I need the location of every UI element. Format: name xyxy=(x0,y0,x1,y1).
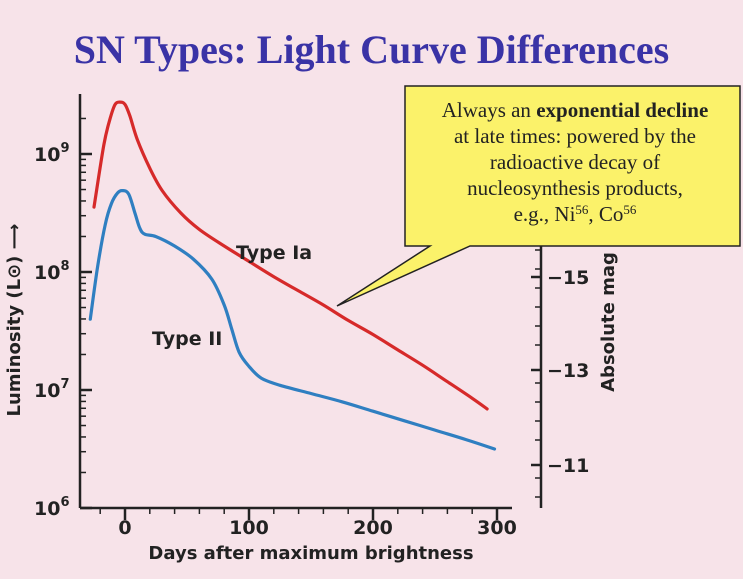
slide-title: SN Types: Light Curve Differences xyxy=(73,27,670,72)
callout-line-1: Always an exponential decline xyxy=(409,97,741,123)
right-axis-ticks: −11 −13 −15 xyxy=(531,249,589,498)
right-axis-tick-label: −15 xyxy=(547,267,589,289)
callout-text: Always an exponential decline at late ti… xyxy=(409,97,741,227)
x-minor-ticks xyxy=(99,508,473,514)
y-tick-label: 106 xyxy=(34,495,70,520)
co-mass-number: 56 xyxy=(623,202,637,217)
callout-ni-text: e.g., Ni xyxy=(513,202,576,226)
y-axis-title: Luminosity (L⊙) ⟶ xyxy=(4,224,25,417)
y-tick-label: 109 xyxy=(34,141,70,166)
x-tick-label: 0 xyxy=(118,517,131,539)
callout-line-4: nucleosynthesis products, xyxy=(467,176,683,200)
callout-shape xyxy=(336,85,741,307)
type-ii-label: Type II xyxy=(152,328,222,350)
y-tick-exponent: 8 xyxy=(60,259,69,274)
callout-line-2: at late times: powered by the xyxy=(453,124,696,148)
callout-box xyxy=(336,85,741,307)
y-ticks: 106 107 108 109 xyxy=(34,141,92,520)
x-tick-label: 200 xyxy=(353,517,393,539)
right-axis-title: Absolute mag xyxy=(598,252,619,392)
type-ia-curve xyxy=(92,100,489,411)
y-tick-label: 108 xyxy=(34,259,70,284)
callout-line-5: e.g., Ni56, Co56 xyxy=(409,201,741,227)
callout-emphasis: exponential decline xyxy=(536,98,709,122)
x-tick-label: 100 xyxy=(229,517,269,539)
type-ii-curve xyxy=(88,188,497,451)
y-minor-ticks xyxy=(80,117,86,474)
plot-axes: 0 100 200 300 106 107 108 109 −11 −13 −15 xyxy=(34,94,589,539)
series-lines xyxy=(88,100,497,451)
y-tick-exponent: 9 xyxy=(60,141,69,156)
y-tick-label: 107 xyxy=(34,377,70,402)
callout-line-3: radioactive decay of xyxy=(489,150,661,174)
ni-mass-number: 56 xyxy=(575,202,589,217)
x-axis-title: Days after maximum brightness xyxy=(148,543,473,564)
callout-line-1-text: Always an xyxy=(441,98,537,122)
x-ticks: 0 100 200 300 xyxy=(118,508,517,539)
right-axis-tick-label: −11 xyxy=(547,455,589,477)
y-tick-exponent: 6 xyxy=(60,495,69,510)
x-tick-label: 300 xyxy=(477,517,517,539)
y-tick-exponent: 7 xyxy=(60,377,69,392)
callout-co-text: , Co xyxy=(588,202,624,226)
right-axis-tick-label: −13 xyxy=(547,360,589,382)
type-ia-label: Type Ia xyxy=(236,242,312,264)
